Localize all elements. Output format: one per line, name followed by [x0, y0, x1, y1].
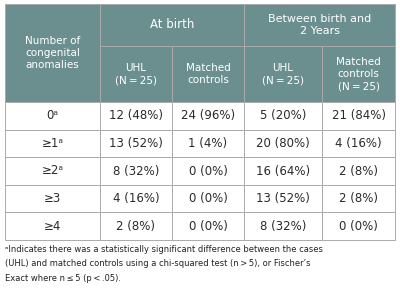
Bar: [172, 130, 244, 157]
Bar: [5, 4, 100, 102]
Bar: [322, 185, 395, 212]
Text: ᵃIndicates there was a statistically significant difference between the cases: ᵃIndicates there was a statistically sig…: [5, 245, 323, 254]
Text: 2 (8%): 2 (8%): [116, 220, 156, 233]
Bar: [172, 102, 244, 130]
Text: ≥2ᵃ: ≥2ᵃ: [42, 164, 64, 178]
Bar: [172, 212, 244, 240]
Bar: [100, 130, 172, 157]
Text: Matched
controls: Matched controls: [186, 63, 230, 85]
Text: Between birth and
2 Years: Between birth and 2 Years: [268, 14, 371, 36]
Text: 4 (16%): 4 (16%): [113, 192, 159, 205]
Bar: [322, 46, 395, 102]
Text: 12 (48%): 12 (48%): [109, 109, 163, 122]
Text: 0 (0%): 0 (0%): [339, 220, 378, 233]
Text: 20 (80%): 20 (80%): [256, 137, 310, 150]
Bar: [5, 130, 100, 157]
Bar: [5, 157, 100, 185]
Text: (UHL) and matched controls using a chi-squared test (n > 5), or Fischer’s: (UHL) and matched controls using a chi-s…: [5, 260, 310, 268]
Text: 21 (84%): 21 (84%): [332, 109, 386, 122]
Text: At birth: At birth: [150, 19, 194, 32]
Bar: [244, 102, 322, 130]
Bar: [172, 157, 244, 185]
Text: Matched
controls
(N = 25): Matched controls (N = 25): [336, 57, 381, 92]
Text: 0 (0%): 0 (0%): [188, 220, 228, 233]
Bar: [100, 212, 172, 240]
Text: 0 (0%): 0 (0%): [188, 192, 228, 205]
Bar: [244, 46, 322, 102]
Bar: [244, 130, 322, 157]
Bar: [322, 157, 395, 185]
Text: ≥3: ≥3: [44, 192, 61, 205]
Bar: [244, 212, 322, 240]
Bar: [5, 102, 100, 130]
Text: 4 (16%): 4 (16%): [335, 137, 382, 150]
Bar: [100, 102, 172, 130]
Bar: [172, 185, 244, 212]
Bar: [100, 185, 172, 212]
Text: ≥1ᵃ: ≥1ᵃ: [42, 137, 64, 150]
Text: 0 (0%): 0 (0%): [188, 164, 228, 178]
Bar: [100, 4, 244, 46]
Bar: [322, 130, 395, 157]
Text: UHL
(N = 25): UHL (N = 25): [115, 63, 157, 85]
Text: Number of
congenital
anomalies: Number of congenital anomalies: [25, 36, 80, 71]
Text: ≥4: ≥4: [44, 220, 61, 233]
Text: 1 (4%): 1 (4%): [188, 137, 228, 150]
Bar: [5, 212, 100, 240]
Text: 16 (64%): 16 (64%): [256, 164, 310, 178]
Bar: [244, 157, 322, 185]
Text: 8 (32%): 8 (32%): [113, 164, 159, 178]
Text: 24 (96%): 24 (96%): [181, 109, 235, 122]
Bar: [322, 102, 395, 130]
Text: 2 (8%): 2 (8%): [339, 164, 378, 178]
Bar: [244, 4, 395, 46]
Bar: [172, 46, 244, 102]
Text: Exact where n ≤ 5 (p < .05).: Exact where n ≤ 5 (p < .05).: [5, 274, 121, 283]
Bar: [100, 46, 172, 102]
Bar: [5, 185, 100, 212]
Text: 5 (20%): 5 (20%): [260, 109, 306, 122]
Text: 8 (32%): 8 (32%): [260, 220, 306, 233]
Text: 13 (52%): 13 (52%): [256, 192, 310, 205]
Text: 0ᵃ: 0ᵃ: [46, 109, 58, 122]
Text: 2 (8%): 2 (8%): [339, 192, 378, 205]
Text: 13 (52%): 13 (52%): [109, 137, 163, 150]
Bar: [244, 185, 322, 212]
Text: UHL
(N = 25): UHL (N = 25): [262, 63, 304, 85]
Bar: [322, 212, 395, 240]
Bar: [100, 157, 172, 185]
